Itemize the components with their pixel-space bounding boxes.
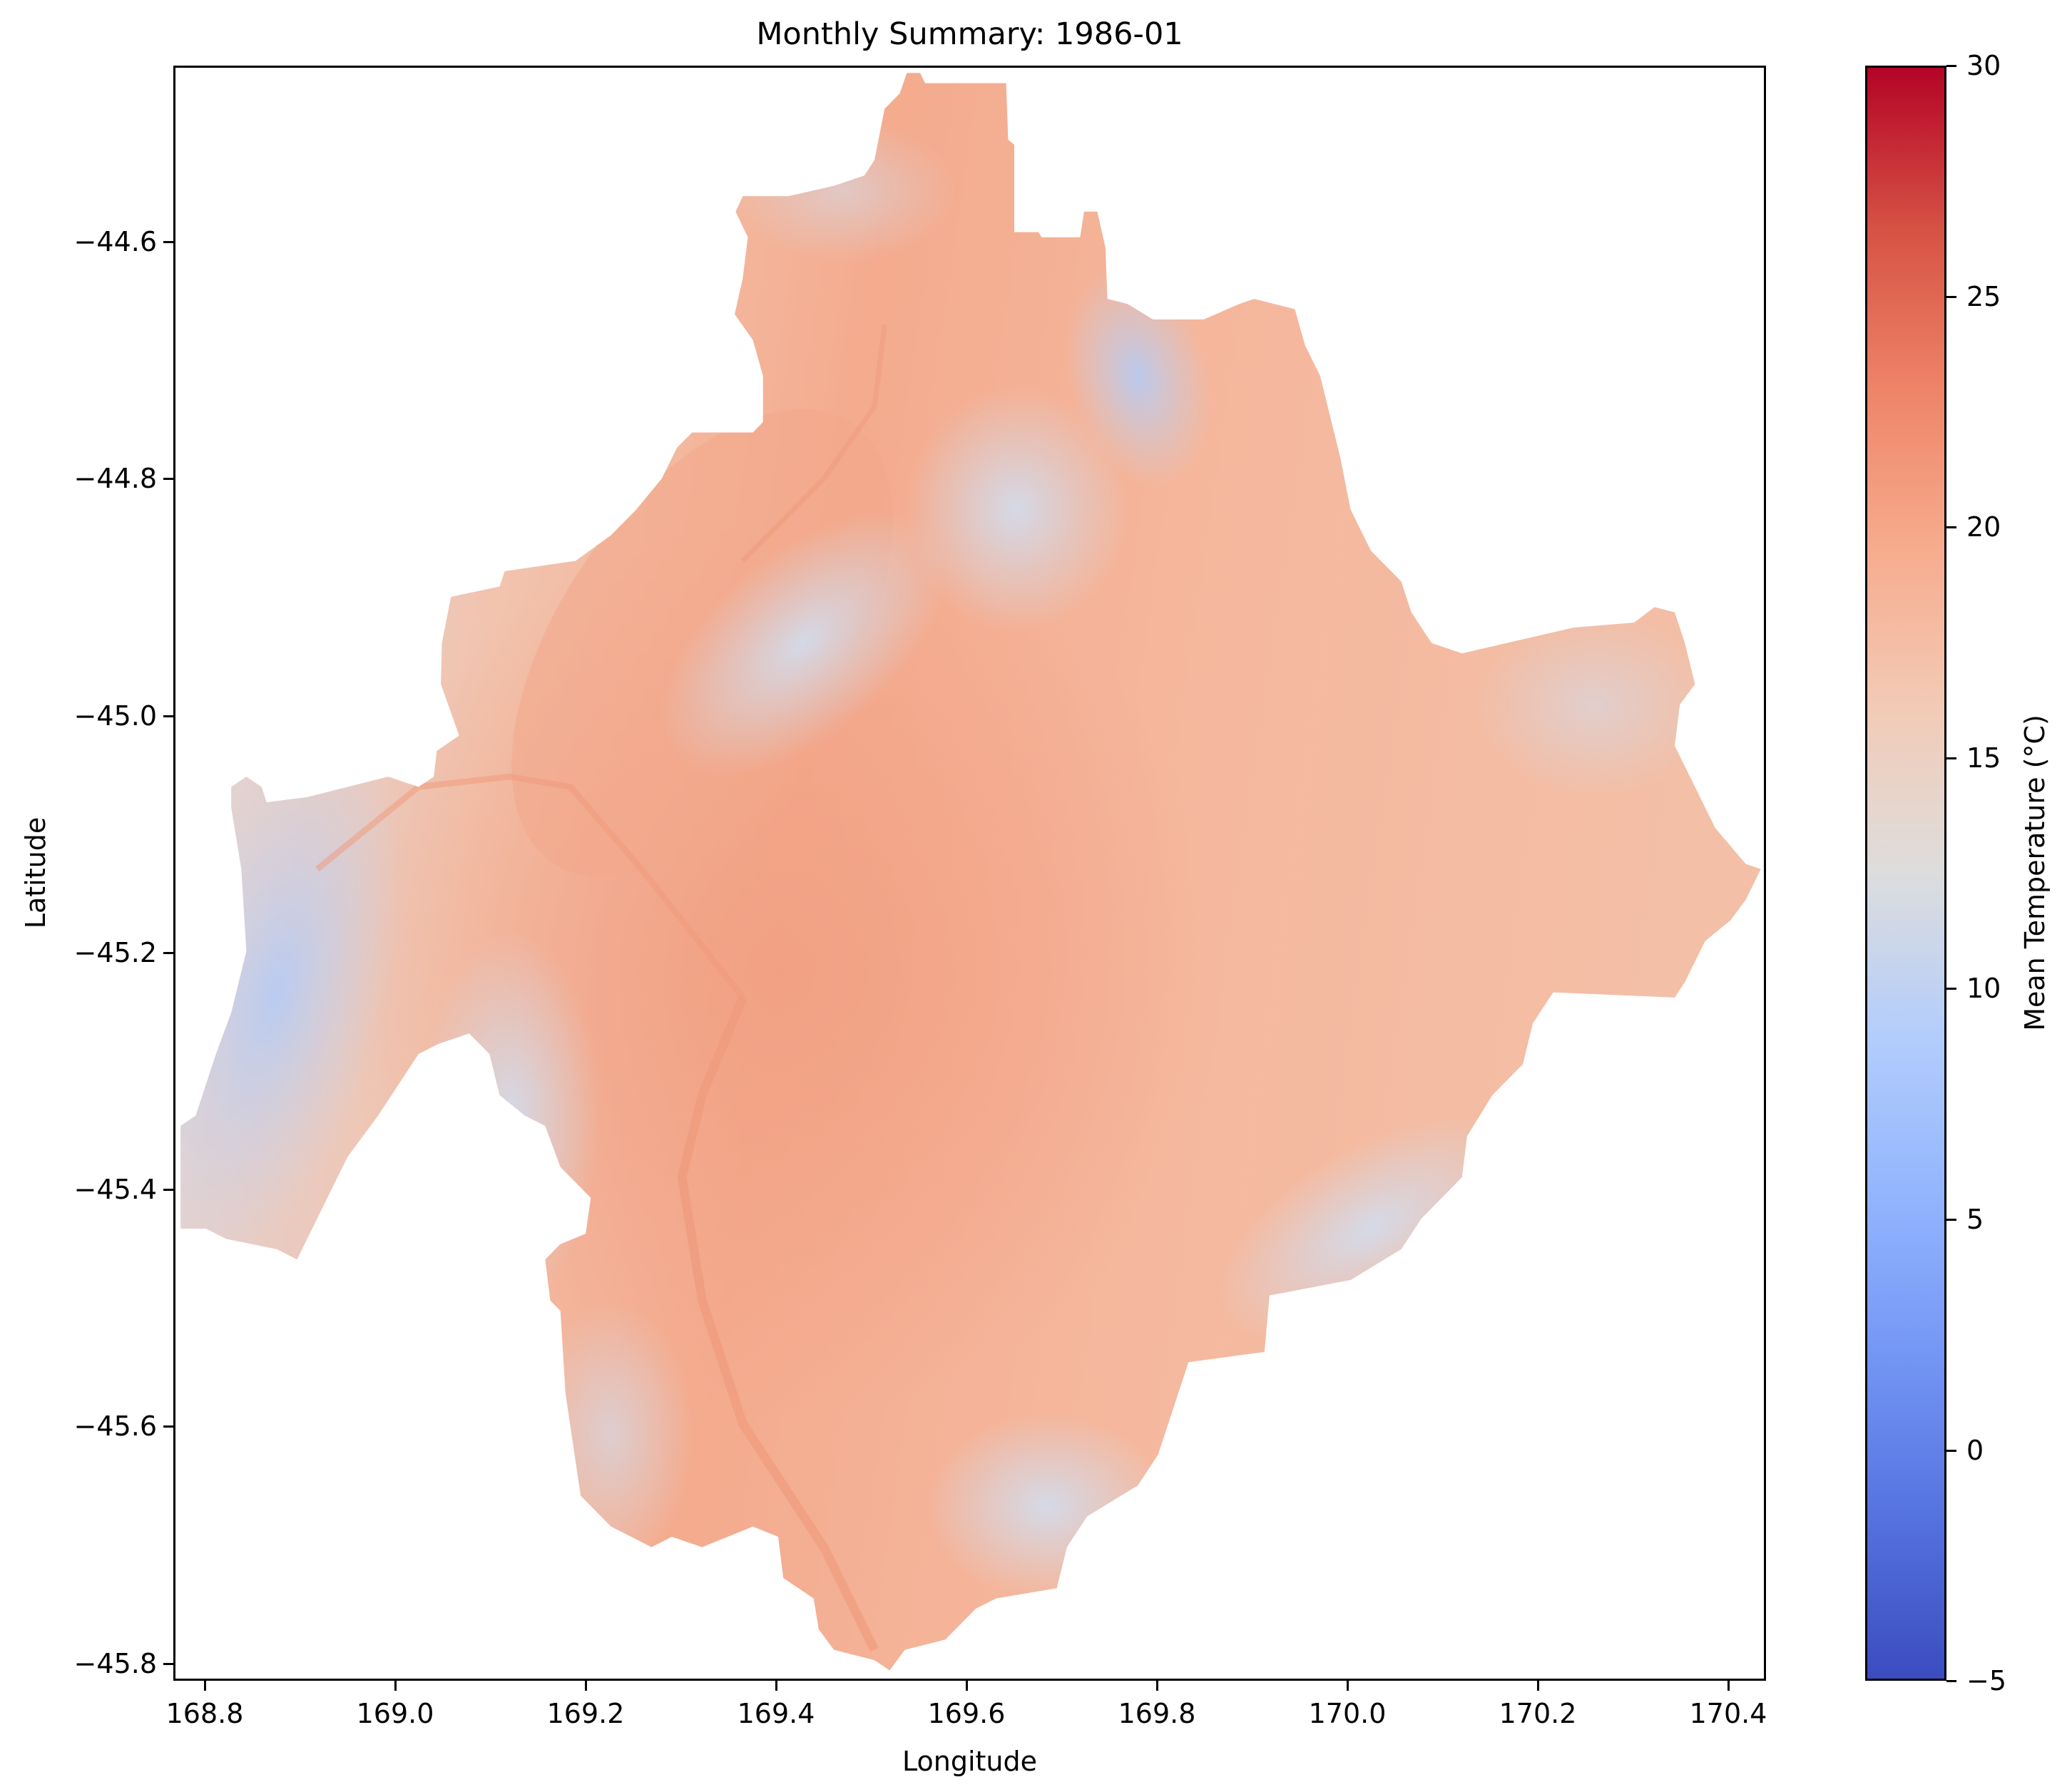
colorbar-tick	[1946, 757, 1956, 759]
x-tick	[1156, 1681, 1158, 1691]
y-tick-label: −45.2	[73, 937, 157, 968]
colorbar-tick-label: 15	[1966, 742, 2001, 774]
x-tick	[775, 1681, 777, 1691]
x-tick-label: 169.6	[927, 1698, 1006, 1729]
y-tick-label: −44.6	[73, 226, 157, 257]
y-tick	[163, 1189, 173, 1191]
x-tick	[585, 1681, 587, 1691]
x-axis-label: Longitude	[902, 1746, 1037, 1777]
y-tick-label: −45.0	[73, 700, 157, 732]
y-tick	[163, 1663, 173, 1665]
y-tick	[163, 478, 173, 480]
y-tick-label: −45.6	[73, 1410, 157, 1442]
colorbar-tick-label: 0	[1966, 1435, 1984, 1466]
x-tick-label: 170.2	[1499, 1698, 1577, 1729]
chart-title: Monthly Summary: 1986-01	[756, 16, 1183, 52]
colorbar-tick	[1946, 65, 1956, 67]
y-tick	[163, 1425, 173, 1428]
x-tick	[394, 1681, 397, 1691]
x-tick	[1727, 1681, 1730, 1691]
y-axis-label: Latitude	[20, 816, 51, 929]
colorbar-tick	[1946, 1219, 1956, 1221]
y-tick-label: −45.8	[73, 1648, 157, 1679]
temperature-map	[180, 73, 1761, 1671]
y-tick-label: −45.4	[73, 1174, 157, 1205]
y-tick-label: −44.8	[73, 463, 157, 494]
y-tick	[163, 715, 173, 717]
x-tick-label: 170.4	[1689, 1698, 1767, 1729]
x-tick	[966, 1681, 968, 1691]
temperature-field	[180, 73, 1761, 1671]
x-tick-label: 168.8	[165, 1698, 244, 1729]
colorbar-tick	[1946, 526, 1956, 528]
colorbar-tick-label: 10	[1966, 973, 2001, 1004]
colorbar-tick-label: −5	[1966, 1665, 2007, 1696]
x-tick-label: 169.8	[1118, 1698, 1196, 1729]
map-axes	[173, 66, 1766, 1681]
colorbar-tick-label: 30	[1966, 50, 2001, 81]
colorbar-tick	[1946, 1450, 1956, 1452]
y-tick	[163, 241, 173, 243]
x-tick-label: 169.4	[737, 1698, 815, 1729]
x-tick-label: 169.2	[546, 1698, 625, 1729]
colorbar-tick	[1946, 296, 1956, 298]
colorbar-tick-label: 5	[1966, 1204, 1984, 1235]
x-tick	[1537, 1681, 1539, 1691]
x-tick-label: 169.0	[356, 1698, 434, 1729]
colorbar-tick-label: 25	[1966, 281, 2001, 312]
colorbar	[1865, 66, 1946, 1681]
x-tick-label: 170.0	[1308, 1698, 1387, 1729]
colorbar-tick	[1946, 988, 1956, 990]
x-tick	[204, 1681, 206, 1691]
y-tick	[163, 952, 173, 954]
colorbar-tick-label: 20	[1966, 511, 2001, 543]
colorbar-tick	[1946, 1680, 1956, 1682]
colorbar-label: Mean Temperature (°C)	[2019, 715, 2051, 1031]
x-tick	[1347, 1681, 1349, 1691]
